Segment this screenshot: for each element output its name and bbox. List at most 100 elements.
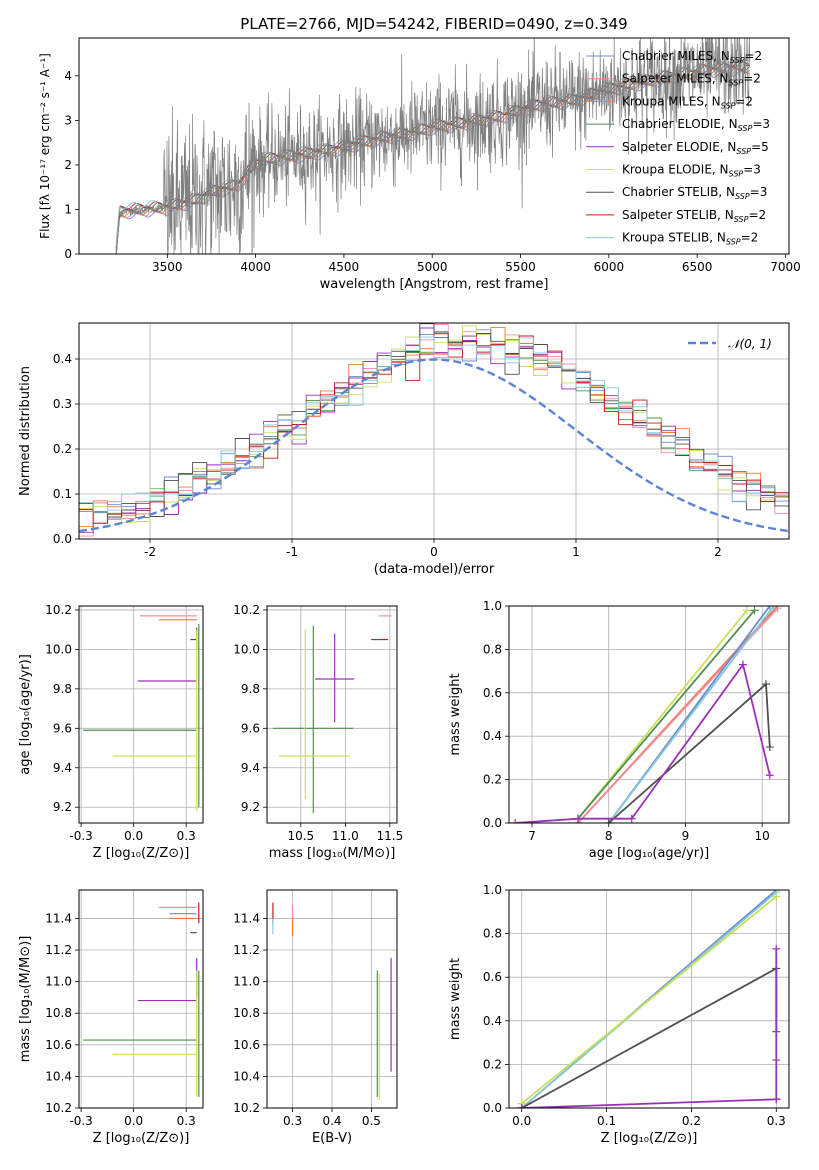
y-tick-label: 1.0 (483, 599, 502, 613)
mass_age-frame (266, 605, 398, 824)
y-tick-label: 0.1 (53, 487, 72, 501)
y-tick-label: 9.2 (53, 800, 72, 814)
y-tick-label: 10.0 (45, 642, 72, 656)
y-tick-label: 0.0 (53, 532, 72, 546)
y-tick-label: 0.2 (483, 773, 502, 787)
x-tick-label: 5500 (505, 260, 536, 274)
x-tick-label: 0.0 (124, 1114, 143, 1128)
legend-entry: Chabrier MILES, NSSP=2 (622, 49, 762, 65)
mass-weight-line (521, 895, 777, 1105)
mass-weight-marker (742, 606, 751, 615)
mass-weight-marker (761, 680, 770, 689)
y-tick-label: 10.2 (233, 603, 260, 617)
residual-histogram-step (79, 336, 789, 513)
residual-histogram-step (79, 323, 789, 518)
y-axis-label: Flux [fλ 10⁻¹⁷ erg cm⁻² s⁻¹ A⁻¹] (38, 53, 52, 239)
x-tick-label: 0.3 (177, 829, 196, 843)
spectrum-frame (78, 37, 790, 255)
x-axis-label: Z [log₁₀(Z/Z⊙)] (601, 1131, 698, 1146)
x-tick-label: 11.0 (332, 829, 359, 843)
y-tick-label: 0.8 (483, 927, 502, 941)
mass-weight-marker (765, 606, 774, 610)
y-tick-label: 0.0 (483, 1101, 502, 1115)
x-tick-label: 0.3 (283, 1114, 302, 1128)
x-tick-label: 0.0 (512, 1114, 531, 1128)
x-tick-label: 1 (572, 545, 580, 559)
mass-weight-marker (772, 892, 781, 901)
x-tick-label: 0.3 (767, 1114, 786, 1128)
ebv_mass-frame (266, 889, 398, 1109)
y-tick-label: 9.4 (241, 761, 260, 775)
z_mass-grid (79, 890, 203, 1109)
mass-weight-marker (765, 771, 774, 780)
x-tick-label: 0.0 (124, 829, 143, 843)
mass-weight-marker (772, 1095, 781, 1104)
x-tick-label: 0.1 (597, 1114, 616, 1128)
y-tick-label: 11.0 (233, 975, 260, 989)
age-weight-panel: 7 8 9 10 0.0 0.2 0.4 0.6 0.8 1.0 age [log₁₀(age/yr… (448, 599, 790, 861)
mass-weight-marker (772, 1056, 781, 1065)
mass-weight-line (577, 609, 748, 820)
mass-weight-marker (773, 606, 782, 613)
legend-entry: Salpeter ELODIE, NSSP=5 (622, 140, 769, 156)
legend-entry: Chabrier ELODIE, NSSP=3 (622, 117, 770, 133)
y-tick-label: 2 (64, 158, 72, 172)
x-axis-label: Z [log₁₀(Z/Z⊙)] (93, 846, 190, 861)
y-tick-label: 0.4 (53, 352, 72, 366)
z_age-grid (79, 606, 203, 823)
x-tick-label: 0.5 (362, 1114, 381, 1128)
y-tick-label: 0.8 (483, 642, 502, 656)
y-tick-label: 1.0 (483, 883, 502, 897)
y-tick-label: 10.6 (233, 1038, 260, 1052)
y-tick-label: 0.2 (53, 442, 72, 456)
mass-weight-marker (627, 814, 636, 823)
mass-age-panel: 10.5 11.0 11.5 9.2 9.4 9.6 9.8 10.0 10.2 mass [lo… (233, 603, 403, 861)
normal-distribution-curve (79, 358, 789, 533)
observed-spectrum-line (115, 38, 751, 254)
x-axis-label: E(B-V) (312, 1131, 352, 1146)
y-tick-label: 0.0 (483, 816, 502, 830)
age_weight-frame (508, 605, 790, 824)
legend-entry: Kroupa MILES, NSSP=2 (622, 94, 753, 110)
legend-entry: Salpeter STELIB, NSSP=2 (622, 208, 766, 224)
y-tick-label: 10.4 (233, 1069, 260, 1083)
legend-entry: Kroupa ELODIE, NSSP=3 (622, 163, 761, 179)
legend-entry: 𝒩(0, 1) (728, 337, 772, 351)
spectrum-legend: Chabrier MILES, NSSP=2 Salpeter MILES, NS… (586, 49, 770, 247)
x-axis-label: wavelength [Angstrom, rest frame] (320, 277, 549, 292)
x-tick-label: -0.3 (69, 1114, 92, 1128)
z_age-frame (78, 605, 204, 824)
y-tick-label: 11.2 (233, 943, 260, 957)
mass_age-grid (267, 606, 397, 823)
y-tick-label: 0.4 (483, 729, 502, 743)
y-tick-label: 9.2 (241, 800, 260, 814)
y-tick-label: 11.4 (45, 911, 72, 925)
figure-title: PLATE=2766, MJD=54242, FIBERID=0490, z=0… (240, 15, 627, 33)
x-tick-label: 0.4 (322, 1114, 341, 1128)
y-tick-label: 0.4 (483, 1014, 502, 1028)
x-tick-label: 10.5 (287, 829, 314, 843)
x-tick-label: 8 (605, 829, 613, 843)
mass-weight-marker (517, 1104, 526, 1108)
mass-weight-marker (738, 660, 747, 669)
y-tick-label: 10.6 (45, 1038, 72, 1052)
z_mass-frame (78, 889, 204, 1109)
z-weight-panel: 0.0 0.1 0.2 0.3 0.0 0.2 0.4 0.6 0.8 1.0 Z [log₁₀(Z… (448, 883, 790, 1146)
x-tick-label: 5000 (417, 260, 448, 274)
y-tick-label: 9.6 (53, 721, 72, 735)
y-axis-label: age [log₁₀(age/yr)] (18, 654, 33, 775)
y-tick-label: 10.8 (45, 1006, 72, 1020)
y-tick-label: 9.8 (241, 682, 260, 696)
x-tick-label: 6500 (682, 260, 713, 274)
mass-weight-marker (511, 819, 520, 823)
y-tick-label: 0.2 (483, 1057, 502, 1071)
mass-weight-marker (772, 944, 781, 953)
y-tick-label: 9.6 (241, 721, 260, 735)
y-tick-label: 9.4 (53, 761, 72, 775)
ebv_mass-plot-area (272, 902, 392, 1101)
x-tick-label: 10 (755, 829, 770, 843)
y-tick-label: 0.6 (483, 970, 502, 984)
x-tick-label: -0.3 (69, 829, 92, 843)
mass-weight-line (577, 609, 756, 820)
ebv-mass-panel: 0.3 0.4 0.5 10.2 10.4 10.6 10.8 11.0 11.2 11.4 E(B… (233, 889, 398, 1146)
